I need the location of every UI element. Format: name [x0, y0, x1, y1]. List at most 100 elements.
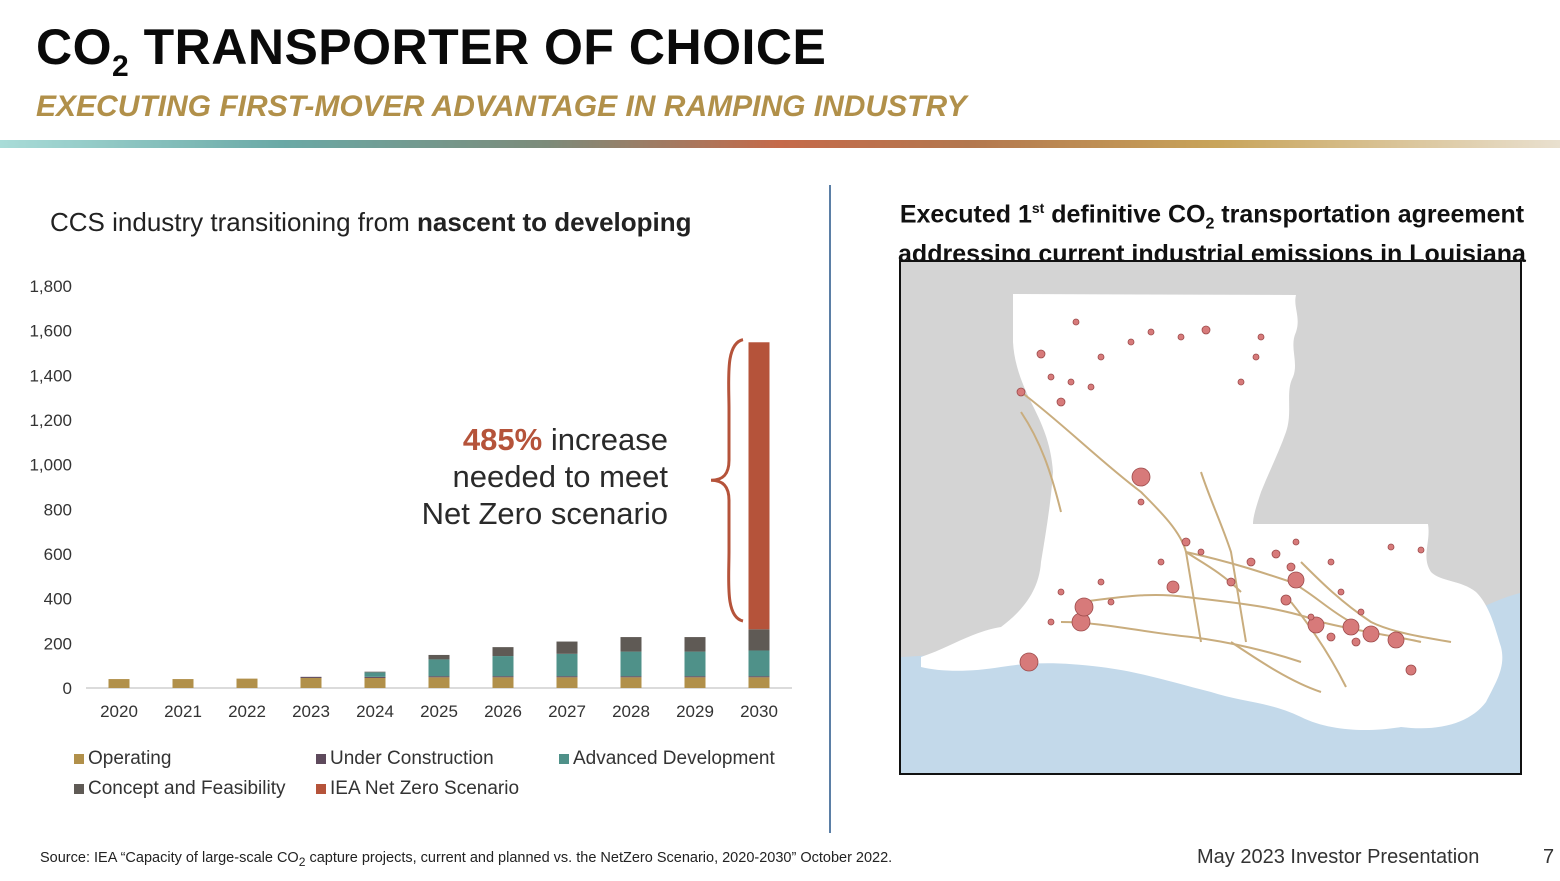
- y-tick-label: 1,600: [29, 322, 72, 341]
- emission-site-marker: [1287, 571, 1305, 589]
- emission-site-marker: [1157, 558, 1165, 566]
- x-tick-label: 2026: [484, 702, 522, 721]
- emission-site-marker: [1286, 562, 1296, 572]
- bar-segment: [172, 679, 194, 688]
- y-tick-label: 600: [44, 545, 72, 564]
- emission-site-marker: [1387, 631, 1405, 649]
- bar-segment: [748, 676, 770, 678]
- bar-segment: [748, 629, 770, 651]
- legend-item-advanced-development: Advanced Development: [559, 748, 775, 770]
- x-tick-label: 2029: [676, 702, 714, 721]
- bar-segment: [748, 650, 770, 677]
- emission-site-marker: [1097, 353, 1105, 361]
- bar-segment: [492, 677, 514, 688]
- y-tick-label: 1,800: [29, 277, 72, 296]
- x-tick-label: 2022: [228, 702, 266, 721]
- emission-site-marker: [1226, 577, 1236, 587]
- emission-site-marker: [1057, 588, 1065, 596]
- x-tick-label: 2020: [100, 702, 138, 721]
- emission-site-marker: [1016, 387, 1026, 397]
- x-tick-label: 2024: [356, 702, 394, 721]
- emission-site-marker: [1127, 338, 1135, 346]
- emission-site-marker: [1292, 538, 1300, 546]
- y-tick-label: 1,400: [29, 366, 72, 385]
- bar-segment: [684, 637, 706, 652]
- emission-site-marker: [1074, 597, 1094, 617]
- emission-site-marker: [1342, 618, 1360, 636]
- bar-segment: [364, 671, 386, 673]
- emission-site-marker: [1271, 549, 1281, 559]
- header-gradient-rule: [0, 140, 1560, 148]
- x-tick-label: 2025: [420, 702, 458, 721]
- bar-segment: [492, 676, 514, 678]
- emission-site-marker: [1097, 578, 1105, 586]
- louisiana-land: [921, 294, 1503, 730]
- bar-segment: [364, 677, 386, 688]
- y-tick-label: 400: [44, 590, 72, 609]
- emission-site-marker: [1327, 558, 1335, 566]
- bar-segment: [556, 677, 578, 688]
- emission-site-marker: [1107, 598, 1115, 606]
- increase-percent: 485%: [462, 422, 543, 457]
- bar-segment: [492, 647, 514, 657]
- emission-site-marker: [1177, 333, 1185, 341]
- emission-site-marker: [1237, 378, 1245, 386]
- bar-segment: [428, 659, 450, 677]
- page-number: 7: [1543, 846, 1555, 868]
- bar-segment: [300, 677, 322, 688]
- bar-segment: [748, 342, 770, 630]
- emission-site-marker: [1036, 349, 1046, 359]
- x-tick-label: 2027: [548, 702, 586, 721]
- bar-segment: [684, 676, 706, 678]
- emission-site-marker: [1405, 664, 1417, 676]
- emission-site-marker: [1131, 467, 1151, 487]
- y-tick-label: 1,200: [29, 411, 72, 430]
- emission-site-marker: [1072, 318, 1080, 326]
- increase-callout: 485% increase needed to meet Net Zero sc…: [421, 422, 668, 531]
- bar-segment: [620, 676, 642, 678]
- bar-segment: [428, 654, 450, 660]
- bar-segment: [364, 672, 386, 677]
- emission-site-marker: [1387, 543, 1395, 551]
- y-tick-label: 200: [44, 634, 72, 653]
- bar-segment: [620, 677, 642, 688]
- legend-item-iea-net-zero: IEA Net Zero Scenario: [316, 778, 519, 800]
- bar-segment: [428, 676, 450, 678]
- bar-segment: [620, 637, 642, 652]
- x-tick-label: 2021: [164, 702, 202, 721]
- x-tick-label: 2030: [740, 702, 778, 721]
- pipeline-network: [1020, 391, 1452, 693]
- presentation-label: May 2023 Investor Presentation: [1197, 846, 1480, 868]
- y-tick-label: 800: [44, 500, 72, 519]
- emission-site-marker: [1047, 618, 1055, 626]
- bar-segment: [492, 656, 514, 677]
- emission-site-marker: [1181, 537, 1191, 547]
- legend-swatch: [74, 754, 84, 764]
- legend-swatch: [316, 754, 326, 764]
- emission-site-marker: [1417, 546, 1425, 554]
- emission-site-marker: [1197, 548, 1205, 556]
- louisiana-map: [899, 260, 1522, 775]
- bar-segment: [364, 676, 386, 678]
- emission-site-marker: [1351, 637, 1361, 647]
- panel-divider: [829, 185, 831, 833]
- emission-site-marker: [1147, 328, 1155, 336]
- legend-swatch: [559, 754, 569, 764]
- legend-item-operating: Operating: [74, 748, 171, 770]
- legend-item-concept-feasibility: Concept and Feasibility: [74, 778, 286, 800]
- page-title: CO2 TRANSPORTER OF CHOICE: [36, 19, 827, 83]
- increase-brace: [710, 338, 744, 623]
- emission-site-marker: [1362, 625, 1380, 643]
- y-tick-label: 1,000: [29, 456, 72, 475]
- bar-segment: [236, 678, 258, 688]
- legend-item-under-construction: Under Construction: [316, 748, 494, 770]
- legend-swatch: [316, 784, 326, 794]
- bar-segment: [620, 651, 642, 677]
- emission-site-marker: [1019, 652, 1039, 672]
- source-note: Source: IEA “Capacity of large-scale CO2…: [40, 850, 893, 869]
- emission-site-marker: [1307, 616, 1325, 634]
- emission-site-marker: [1201, 325, 1211, 335]
- emission-site-marker: [1137, 498, 1145, 506]
- emission-site-marker: [1087, 383, 1095, 391]
- emission-site-marker: [1337, 588, 1345, 596]
